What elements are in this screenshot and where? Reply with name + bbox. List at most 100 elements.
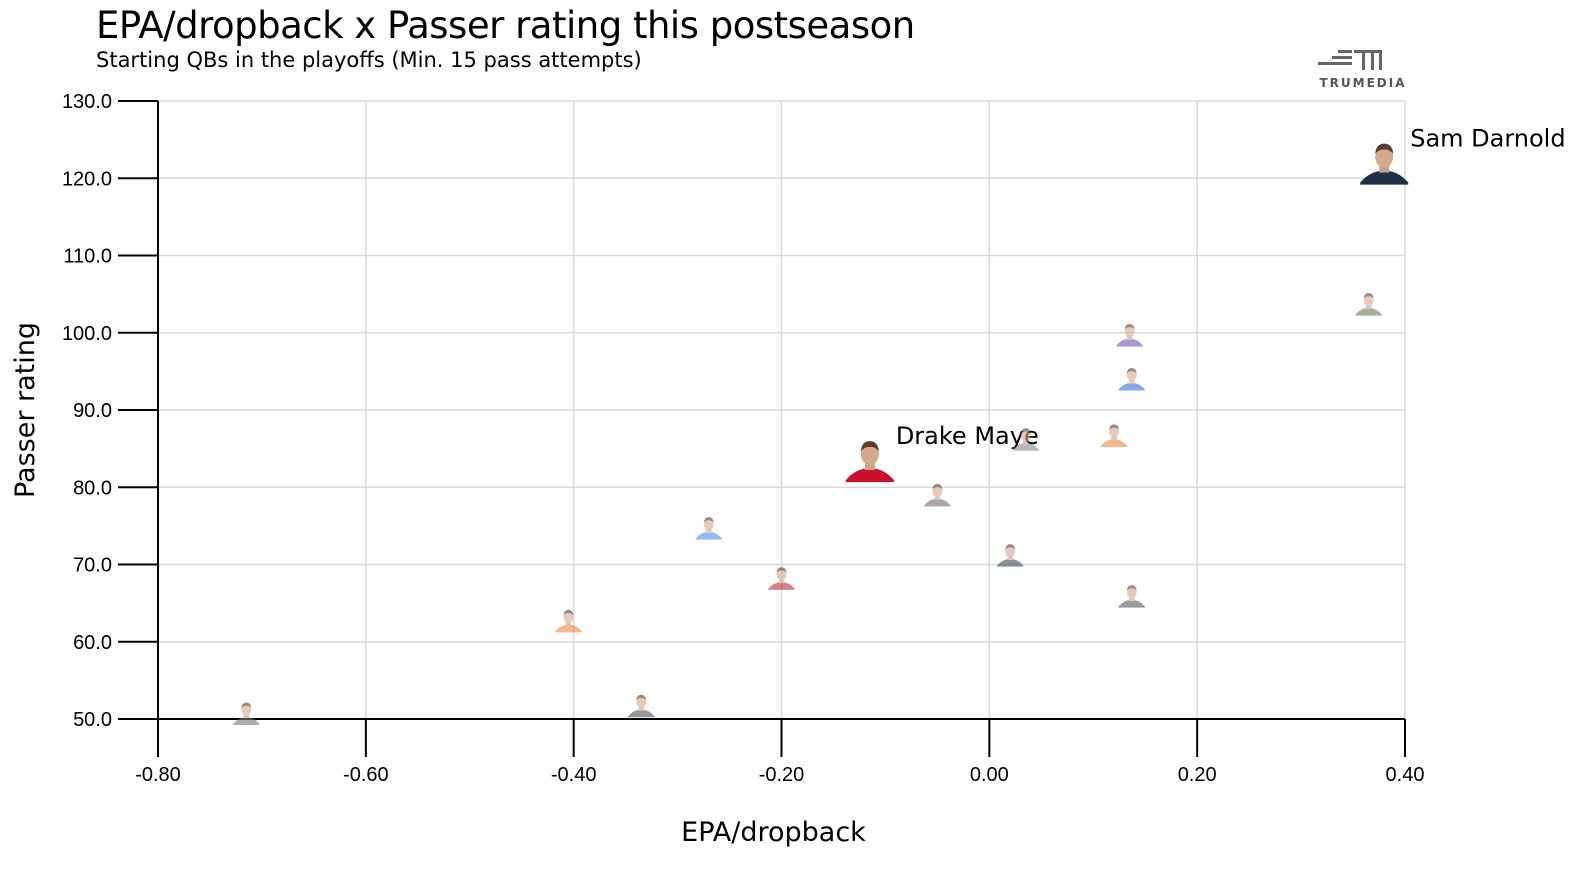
- chart-subtitle: Starting QBs in the playoffs (Min. 15 pa…: [96, 48, 642, 72]
- x-tick-label: 0.00: [970, 764, 1009, 786]
- neck-shape: [1126, 335, 1133, 340]
- head-shape: [1124, 325, 1135, 338]
- player-headshot: [233, 702, 260, 726]
- hair-shape: [1124, 323, 1135, 330]
- player-headshot: [1100, 424, 1128, 447]
- neck-shape: [1379, 164, 1390, 173]
- neck-shape: [934, 495, 941, 500]
- neck-shape: [1007, 555, 1013, 561]
- y-tick-label: 90.0: [73, 400, 112, 422]
- neck-shape: [565, 621, 572, 626]
- jersey-shape: [845, 468, 894, 483]
- head-shape: [1375, 145, 1394, 168]
- neck-shape: [1128, 596, 1135, 602]
- chart-ticks: -0.80 -0.60 -0.40 -0.20 0.00 0.20 0.40 50.0 60.0…: [62, 91, 1425, 786]
- head-shape: [241, 703, 252, 716]
- x-tick-label: -0.80: [135, 764, 181, 786]
- neck-shape: [1365, 304, 1372, 310]
- hair-shape: [241, 702, 252, 708]
- hair-shape: [932, 483, 943, 490]
- head-shape: [932, 484, 943, 498]
- player-headshot: [1116, 323, 1143, 347]
- head-shape: [776, 568, 787, 581]
- y-tick-label: 120.0: [62, 168, 112, 190]
- head-shape: [1109, 425, 1119, 438]
- jersey-shape: [1118, 382, 1145, 391]
- neck-shape: [778, 578, 785, 584]
- neck-shape: [864, 462, 875, 471]
- player-headshot: [1118, 585, 1145, 608]
- x-tick-label: 0.20: [1178, 764, 1217, 786]
- jersey-shape: [768, 582, 795, 590]
- neck-shape: [1128, 379, 1135, 384]
- jersey-shape: [1118, 599, 1145, 608]
- y-tick-label: 80.0: [73, 477, 112, 499]
- y-tick-label: 60.0: [73, 632, 112, 654]
- jersey-shape: [1012, 443, 1039, 451]
- y-tick-label: 100.0: [62, 323, 112, 345]
- chart-points: Sam Darnold Drake Maye: [233, 125, 1566, 726]
- jersey-shape: [924, 498, 951, 507]
- jersey-shape: [1100, 439, 1128, 447]
- x-tick-label: 0.40: [1386, 764, 1425, 786]
- jersey-shape: [233, 717, 260, 726]
- neck-shape: [1022, 439, 1029, 445]
- head-shape: [1363, 294, 1374, 307]
- jersey-shape: [1360, 170, 1409, 185]
- jersey-shape: [996, 558, 1024, 567]
- hair-shape: [1020, 428, 1031, 434]
- head-shape: [563, 610, 574, 623]
- hair-shape: [703, 517, 714, 523]
- x-axis-title: EPA/dropback: [681, 817, 866, 848]
- chart-grid: [157, 100, 1406, 720]
- y-tick-label: 70.0: [73, 555, 112, 577]
- hair-shape: [1005, 544, 1016, 550]
- y-tick-label: 110.0: [63, 246, 112, 268]
- head-shape: [1020, 429, 1031, 442]
- hair-shape: [776, 567, 787, 573]
- hair-shape: [860, 441, 879, 452]
- y-axis-title: Passer rating: [10, 322, 41, 498]
- y-tick-label: 50.0: [73, 709, 112, 731]
- chart-title: EPA/dropback x Passer rating this postse…: [96, 4, 915, 47]
- trumedia-logo: TRUMEDIA: [1318, 46, 1408, 94]
- jersey-shape: [1116, 338, 1143, 347]
- head-shape: [1005, 545, 1016, 558]
- head-shape: [1126, 586, 1137, 599]
- head-shape: [636, 695, 647, 708]
- head-shape: [860, 443, 879, 466]
- jersey-shape: [555, 624, 582, 633]
- neck-shape: [1111, 435, 1117, 441]
- hair-shape: [1375, 143, 1394, 154]
- player-headshot: [1118, 367, 1145, 391]
- head-shape: [703, 518, 714, 531]
- trumedia-logo-icon: [1318, 50, 1382, 70]
- x-tick-label: -0.60: [343, 764, 389, 786]
- x-tick-label: -0.20: [759, 764, 805, 786]
- trumedia-logo-text: TRUMEDIA: [1319, 76, 1407, 90]
- y-tick-label: 130.0: [62, 91, 112, 113]
- hair-shape: [563, 609, 574, 616]
- player-label: Drake Maye: [896, 422, 1039, 450]
- player-headshot: [628, 694, 655, 718]
- player-headshot-highlight: [845, 441, 894, 483]
- neck-shape: [243, 714, 250, 719]
- player-headshot: [996, 544, 1024, 567]
- jersey-shape: [628, 709, 655, 718]
- player-headshot: [555, 609, 582, 633]
- hair-shape: [1126, 585, 1137, 591]
- player-label: Sam Darnold: [1410, 125, 1565, 153]
- player-headshot: [1012, 428, 1039, 451]
- neck-shape: [638, 706, 644, 711]
- hair-shape: [1363, 293, 1374, 299]
- hair-shape: [1126, 367, 1137, 374]
- jersey-shape: [1355, 307, 1382, 316]
- player-headshot: [695, 517, 722, 540]
- hair-shape: [1109, 424, 1119, 430]
- player-headshot: [1355, 293, 1382, 316]
- hair-shape: [636, 694, 647, 701]
- head-shape: [1126, 369, 1137, 382]
- jersey-shape: [695, 531, 722, 540]
- x-tick-label: -0.40: [551, 764, 597, 786]
